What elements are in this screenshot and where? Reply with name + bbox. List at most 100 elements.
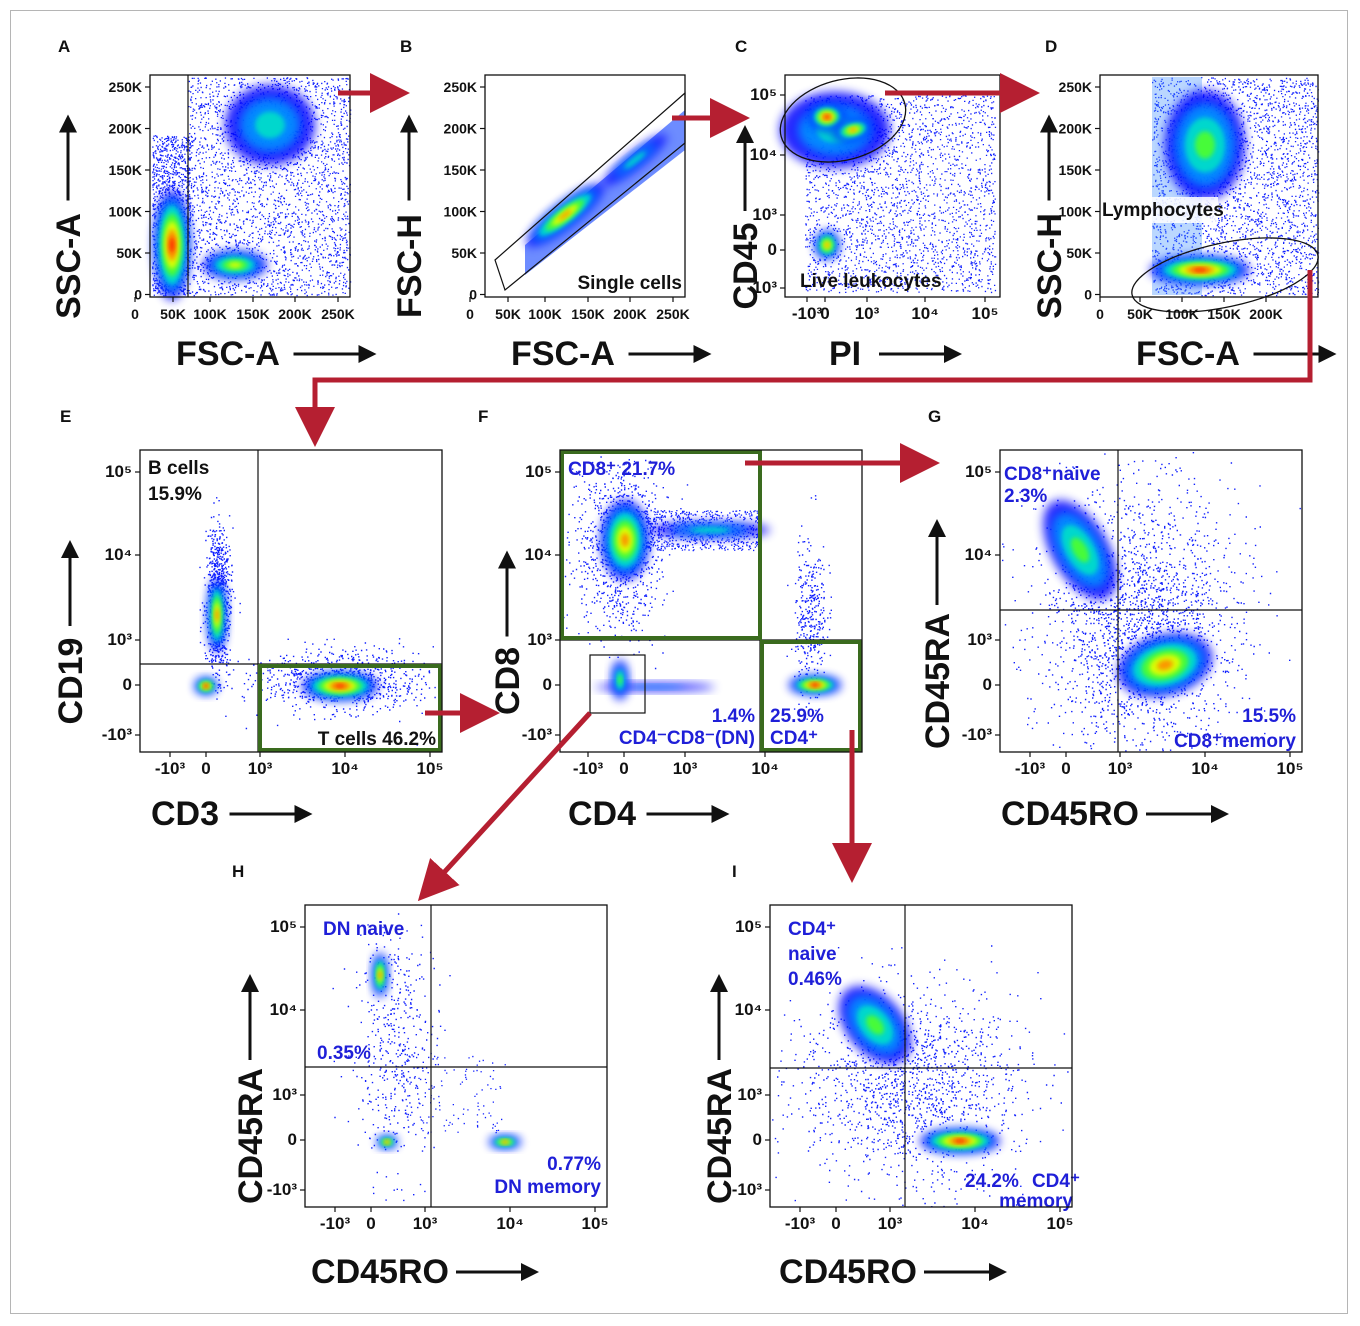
panel-f: F CD8⁺ 21.7% 1.4%CD4⁻CD8⁻(DN) 25.9%CD4⁺ -10³… xyxy=(478,407,863,833)
event-dots xyxy=(332,913,451,1202)
density-level xyxy=(169,237,175,253)
x-tick-label: -10³ xyxy=(573,759,604,778)
density-level xyxy=(824,115,830,119)
x-tick-label: 50K xyxy=(1127,306,1153,322)
gate-percent: 0.35% xyxy=(317,1043,371,1064)
x-tick-label: 10⁵ xyxy=(1277,759,1304,778)
population-blob xyxy=(809,104,845,130)
y-tick-label: -10³ xyxy=(522,725,553,744)
plot-border xyxy=(769,904,1073,1208)
panel-b: B Single cells 0 50K 100K 150K 200K 250K 250K 200… xyxy=(391,37,712,373)
x-axis-label: CD45RO xyxy=(1001,795,1139,833)
panel-label: C xyxy=(735,37,747,56)
plot-border xyxy=(484,74,686,298)
density-level xyxy=(1070,537,1090,563)
panel-label: D xyxy=(1045,37,1057,56)
gate-percent: 1.4% xyxy=(712,706,755,727)
x-axis-label: FSC-A xyxy=(511,335,615,373)
event-dots xyxy=(772,945,1069,1208)
x-tick-label: 10³ xyxy=(248,759,273,778)
y-tick-label: 10⁴ xyxy=(105,545,132,564)
population-blob xyxy=(603,134,667,186)
x-tick-label: 10⁵ xyxy=(417,759,444,778)
population-blob xyxy=(920,1129,1000,1153)
panel-d: D Lymphocytes 0 50K 100K 150K 200K 250K 200K 150K… xyxy=(1031,37,1337,373)
x-tick-label: 200K xyxy=(1249,306,1282,322)
density-level xyxy=(228,262,242,268)
gate-percent: 15.9% xyxy=(148,484,202,505)
y-tick-label: 10⁵ xyxy=(750,85,777,104)
density-level xyxy=(1195,131,1215,159)
y-tick-label: 50K xyxy=(116,245,142,261)
y-tick-label: -10³ xyxy=(102,725,133,744)
gate-label: DN memory xyxy=(494,1177,601,1198)
panel-a: A 0 50K 100K 150K 200K 250K 250K 200K 150K 100K 50K… xyxy=(50,37,377,373)
density-level xyxy=(811,683,819,687)
population-blob xyxy=(489,1136,521,1148)
plot-background xyxy=(140,450,442,752)
y-tick-label: 0 xyxy=(134,287,142,303)
y-tick-label: 10⁵ xyxy=(525,462,552,481)
x-tick-label: 200K xyxy=(613,306,646,322)
t-cells-gate xyxy=(258,664,442,752)
x-tick-label: 10⁴ xyxy=(751,759,778,778)
x-axis-label: CD4 xyxy=(568,795,636,833)
y-axis-label: SSC-A xyxy=(50,213,88,319)
y-tick-label: 200K xyxy=(444,121,477,137)
event-dots xyxy=(630,510,762,552)
y-tick-label: 10³ xyxy=(967,630,992,649)
population-blob xyxy=(526,183,604,247)
panel-label: F xyxy=(478,407,488,426)
x-axis-label: FSC-A xyxy=(1136,335,1240,373)
y-tick-label: 100K xyxy=(1059,204,1092,220)
y-tick-label: 250K xyxy=(1059,79,1092,95)
y-axis-label: SSC-H xyxy=(1031,213,1069,319)
plot-area xyxy=(150,75,352,300)
cd8-gate xyxy=(560,450,762,640)
x-tick-label: 10⁴ xyxy=(331,759,358,778)
y-tick-label: 0 xyxy=(983,675,992,694)
plot-background xyxy=(770,905,1072,1207)
x-tick-label: 10³ xyxy=(1108,759,1133,778)
y-tick-label: 10³ xyxy=(527,630,552,649)
x-tick-label: -10³ xyxy=(792,304,823,323)
y-axis-label: CD19 xyxy=(52,638,90,725)
y-axis-label: CD45RA xyxy=(701,1068,739,1204)
event-points xyxy=(1152,77,1320,297)
y-tick-label: 100K xyxy=(109,204,142,220)
y-tick-label: 10⁴ xyxy=(270,1000,297,1019)
y-tick-label: 10³ xyxy=(107,630,132,649)
density-level xyxy=(378,971,382,979)
y-tick-label: 150K xyxy=(1059,162,1092,178)
y-axis-label: CD45 xyxy=(727,223,765,310)
plot-background xyxy=(485,75,685,297)
x-tick-label: 10³ xyxy=(855,304,880,323)
x-tick-label: 10⁵ xyxy=(582,1214,609,1233)
y-tick-label: 10⁴ xyxy=(525,545,552,564)
y-tick-label: 10⁴ xyxy=(750,145,777,164)
gate-percent: 0.46% xyxy=(788,969,842,990)
gate-label: Single cells xyxy=(577,273,682,294)
y-tick-label: 10⁴ xyxy=(965,545,992,564)
plot-area: CD8⁺ 21.7% 1.4%CD4⁻CD8⁻(DN) 25.9%CD4⁺ xyxy=(560,450,862,752)
live-leukocytes-gate xyxy=(779,77,907,163)
gate-label: Live leukocytes xyxy=(800,271,942,292)
population-blob xyxy=(203,251,267,279)
x-tick-label: 0 xyxy=(131,306,139,322)
panel-label: B xyxy=(400,37,412,56)
density-level xyxy=(1157,659,1173,671)
event-points xyxy=(786,495,832,720)
x-tick-label: -10³ xyxy=(1015,759,1046,778)
label-backdrop xyxy=(1098,197,1218,223)
density-level xyxy=(825,242,829,248)
y-axis-label: CD45RA xyxy=(919,613,957,749)
population-blob xyxy=(601,500,649,580)
plot-area: B cells 15.9% T cells 46.2% xyxy=(140,450,442,752)
y-tick-label: 0 xyxy=(753,1130,762,1149)
plot-border xyxy=(304,904,608,1208)
population-blob xyxy=(1150,256,1250,284)
population-blob xyxy=(1043,500,1117,600)
x-tick-label: 250K xyxy=(656,306,689,322)
x-tick-label: -10³ xyxy=(320,1214,351,1233)
